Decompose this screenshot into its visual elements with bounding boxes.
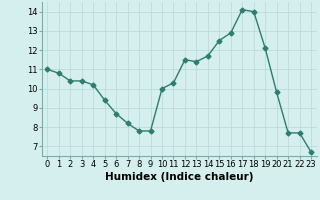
X-axis label: Humidex (Indice chaleur): Humidex (Indice chaleur)	[105, 172, 253, 182]
